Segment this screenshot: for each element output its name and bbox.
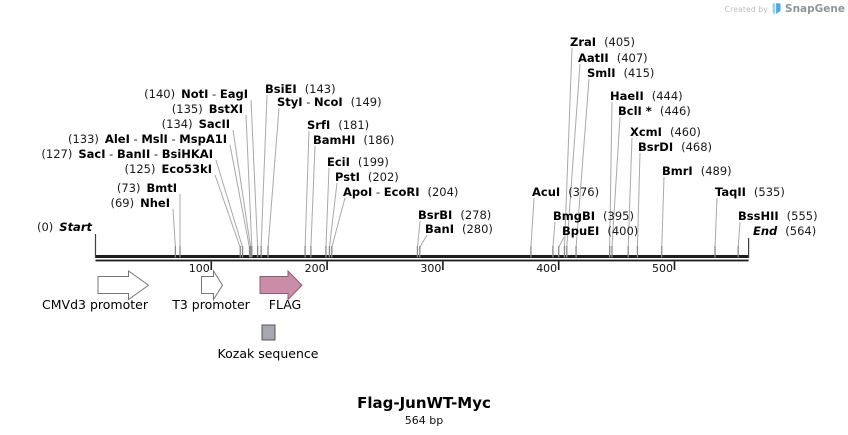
leader-line: [260, 94, 268, 248]
enzyme-label[interactable]: BsrBI (278): [418, 208, 492, 222]
map-length: 564 bp: [404, 414, 444, 427]
leader-line: [552, 221, 556, 248]
feature-t3-promoter-label[interactable]: T3 promoter: [172, 297, 250, 312]
enzyme-label[interactable]: (140) NotI - EagI: [144, 87, 248, 101]
ruler-number: 300: [420, 262, 442, 275]
leader-line: [250, 99, 259, 248]
enzyme-label[interactable]: BsrDI (468): [638, 140, 713, 154]
credit-text: Created by: [724, 4, 769, 14]
ruler-number: 100: [188, 262, 210, 275]
enzyme-label[interactable]: SrfI (181): [307, 118, 370, 132]
leader-line: [563, 47, 573, 248]
ruler-number: 200: [304, 262, 326, 275]
map-title: Flag-JunWT-Myc: [357, 394, 491, 412]
feature-kozak-sequence-label[interactable]: Kozak sequence: [217, 346, 319, 361]
snapgene-logo-icon: [772, 3, 781, 15]
leader-line: [214, 174, 241, 248]
enzyme-label[interactable]: BanI (280): [425, 222, 493, 236]
enzyme-label[interactable]: ApoI - EcoRI (204): [343, 185, 459, 199]
enzyme-label[interactable]: (133) AleI - MslI - MspA1I: [67, 132, 227, 146]
enzyme-label[interactable]: PstI (202): [335, 170, 399, 184]
leader-line: [229, 144, 251, 248]
leader-line: [325, 167, 330, 248]
enzyme-label[interactable]: BmgBI (395): [553, 209, 634, 223]
enzyme-label[interactable]: BpuEI (400): [562, 224, 639, 238]
feature-cmvd3-promoter-arrow[interactable]: [97, 270, 150, 301]
ruler-number: 500: [651, 262, 673, 275]
feature-t3-promoter-arrow[interactable]: [201, 269, 224, 302]
enzyme-label[interactable]: (134) SacII: [161, 117, 230, 131]
leader-line: [215, 159, 244, 248]
leader-line: [558, 236, 565, 248]
enzyme-label[interactable]: (125) Eco53kI: [124, 162, 212, 176]
title-block: Flag-JunWT-Myc 564 bp: [0, 394, 848, 427]
leader-line: [304, 130, 310, 248]
leader-line: [172, 208, 176, 248]
enzyme-label[interactable]: BamHI (186): [313, 133, 395, 147]
sequence-line-top: [95, 255, 749, 258]
sequence-line-bottom: [95, 259, 749, 262]
leader-line: [310, 145, 316, 248]
leader-line: [232, 129, 252, 248]
leader-line: [566, 63, 581, 248]
enzyme-label[interactable]: (135) BstXI: [171, 102, 243, 116]
credit: Created by SnapGene: [725, 3, 845, 15]
leader-line: [737, 221, 741, 248]
enzyme-label[interactable]: StyI - NcoI (149): [277, 95, 382, 109]
sequence-marker-label: (0) Start: [36, 220, 92, 234]
feature-kozak-sequence-box[interactable]: [261, 324, 276, 341]
leader-line: [328, 182, 338, 248]
leader-line: [419, 234, 428, 248]
leader-line: [661, 176, 665, 248]
sequence-marker-label: End (564): [753, 224, 817, 238]
enzyme-label[interactable]: XcmI (460): [630, 125, 701, 139]
enzyme-label[interactable]: BmrI (489): [662, 164, 732, 178]
enzyme-label[interactable]: AcuI (376): [532, 185, 600, 199]
enzyme-label[interactable]: ZraI (405): [570, 35, 635, 49]
leader-line: [331, 197, 346, 248]
leader-line: [416, 220, 421, 248]
enzyme-label[interactable]: TaqII (535): [715, 185, 785, 199]
ruler-number: 400: [536, 262, 558, 275]
enzyme-label[interactable]: (69) NheI: [110, 196, 171, 210]
leader-line: [575, 78, 590, 248]
enzyme-label[interactable]: (127) SacI - BanII - BsiHKAI: [41, 147, 213, 161]
leader-line: [611, 116, 621, 248]
enzyme-label[interactable]: BsiEI (143): [265, 82, 336, 96]
leader-line: [530, 197, 535, 248]
enzyme-label[interactable]: BssHII (555): [738, 209, 818, 223]
feature-flag-arrow[interactable]: [259, 269, 303, 301]
leader-line: [714, 197, 718, 248]
feature-flag-label[interactable]: FLAG: [268, 297, 302, 312]
leader-line: [627, 137, 633, 248]
leader-line: [245, 114, 253, 248]
credit-brand: SnapGene: [785, 3, 845, 15]
leader-line: [609, 101, 613, 248]
enzyme-label[interactable]: (73) BmtI: [116, 181, 177, 195]
enzyme-label[interactable]: BclI * (446): [618, 104, 691, 118]
leader-line: [636, 152, 641, 248]
enzyme-label[interactable]: SmlI (415): [587, 66, 655, 80]
enzyme-label[interactable]: HaeII (444): [610, 89, 683, 103]
leader-line: [267, 107, 280, 248]
enzyme-label[interactable]: EciI (199): [327, 155, 389, 169]
feature-cmvd3-promoter-label[interactable]: CMVd3 promoter: [42, 297, 148, 312]
enzyme-label[interactable]: AatII (407): [578, 51, 648, 65]
